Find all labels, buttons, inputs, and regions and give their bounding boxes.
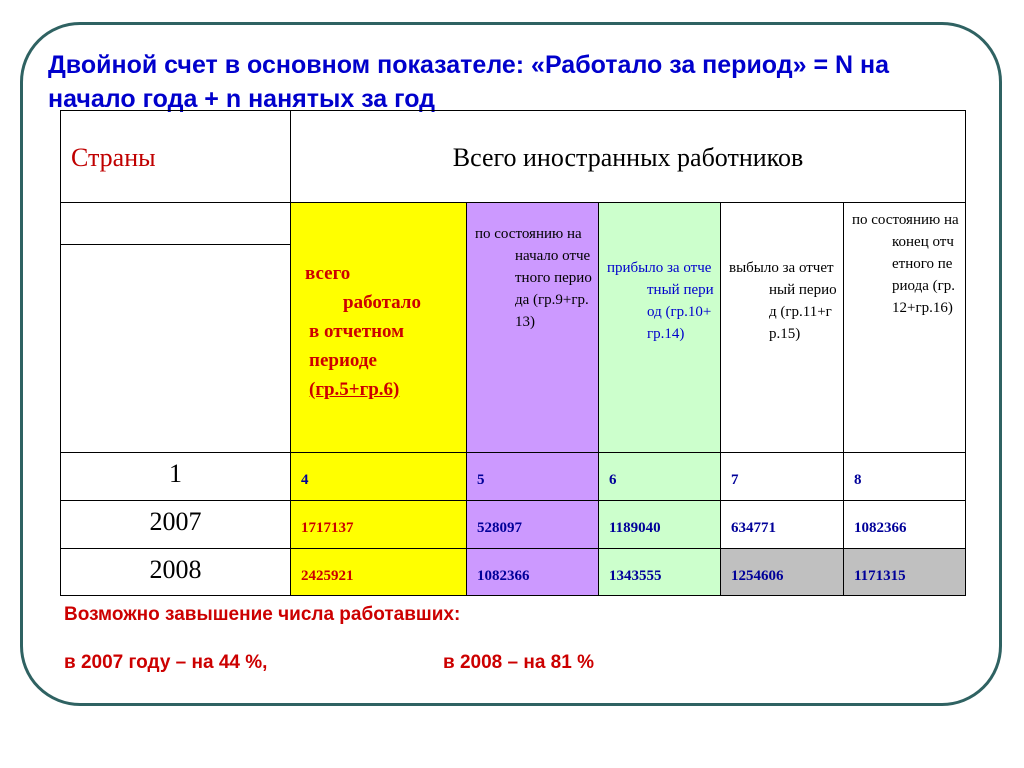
header-arrived-text: прибыло за отчетный период (гр.10+гр.14): [607, 260, 714, 342]
cell: 1171315: [843, 548, 966, 596]
header-countries: Страны: [60, 110, 291, 203]
header-start: по состоянию на начало отчетного периода…: [466, 202, 599, 453]
cell: 2425921: [290, 548, 467, 596]
table-row: 2007 1717137 528097 1189040 634771 10823…: [60, 500, 966, 549]
header-left-text: выбыло за отчетный период (гр.11+гр.15): [729, 260, 837, 342]
cell: 1189040: [598, 500, 721, 549]
header-worked-line: работало: [343, 292, 421, 313]
cell: 4: [290, 452, 467, 501]
row-label: 2007: [60, 500, 291, 549]
cell: 634771: [720, 500, 844, 549]
header-worked-line: в отчетном: [309, 321, 405, 342]
row-label: 2008: [60, 548, 291, 596]
cell: 8: [843, 452, 966, 501]
header-worked-line: (гр.5+гр.6): [309, 379, 400, 400]
note-2008: в 2008 – на 81 %: [443, 652, 594, 673]
cell: 1717137: [290, 500, 467, 549]
table-row: 1 4 5 6 7 8: [60, 452, 966, 501]
header-worked: всего работало в отчетном периоде (гр.5+…: [290, 202, 467, 453]
cell: 1082366: [843, 500, 966, 549]
cell: 5: [466, 452, 599, 501]
cell: 1343555: [598, 548, 721, 596]
note-2007: в 2007 году – на 44 %,: [64, 652, 268, 673]
header-end: по состоянию на конец отчетного периода …: [843, 202, 966, 453]
cell: 6: [598, 452, 721, 501]
slide-frame: [20, 22, 1002, 706]
header-end-text: по состоянию на конец отчетного периода …: [852, 212, 959, 316]
cell: 1254606: [720, 548, 844, 596]
row-label: 1: [60, 452, 291, 501]
cell: 7: [720, 452, 844, 501]
foreign-workers-table: Страны Всего иностранных работников всег…: [60, 110, 966, 596]
header-worked-line: всего: [305, 263, 351, 284]
note-overstatement: Возможно завышение числа работавших:: [64, 604, 461, 625]
header-arrived: прибыло за отчетный период (гр.10+гр.14): [598, 202, 721, 453]
empty-cell: [60, 202, 291, 245]
empty-cell: [60, 244, 291, 453]
slide-title: Двойной счет в основном показателе: «Раб…: [48, 51, 890, 113]
header-worked-line: периоде: [309, 350, 377, 371]
table-row: 2008 2425921 1082366 1343555 1254606 117…: [60, 548, 966, 596]
cell: 528097: [466, 500, 599, 549]
header-total-foreign-workers: Всего иностранных работников: [290, 110, 966, 203]
header-left: выбыло за отчетный период (гр.11+гр.15): [720, 202, 844, 453]
cell: 1082366: [466, 548, 599, 596]
header-start-text: по состоянию на начало отчетного периода…: [475, 226, 592, 330]
